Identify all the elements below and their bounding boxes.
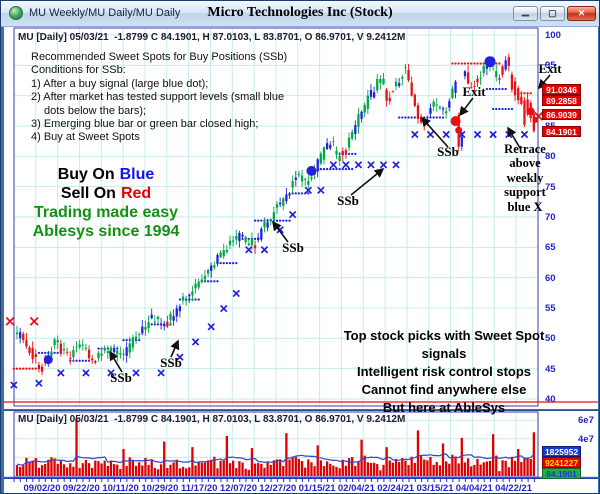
promo-block: Buy On Blue Sell On Red Trading made easy … <box>32 165 180 241</box>
conditions-line: dots below the bars); <box>44 104 147 117</box>
y-axis-label: 100 <box>545 30 561 41</box>
ssb-label: SSb <box>282 240 304 255</box>
x-axis-date-label: 02/04/21 <box>337 483 375 494</box>
y-axis-label: 65 <box>545 242 556 254</box>
x-axis-ticks <box>13 479 535 482</box>
ssb-label: SSb <box>437 144 459 159</box>
x-axis-date-label: 04/04/21 <box>455 483 493 494</box>
x-axis-date-label: 03/15/21 <box>416 483 454 494</box>
y-axis-label: 75 <box>545 181 556 193</box>
y-axis-label: 55 <box>545 303 556 314</box>
promo-sell-line: Sell On Red <box>60 185 152 202</box>
conditions-note: Recommended Sweet Spots for Buy Position… <box>31 51 321 145</box>
price-tag: 89.2858 <box>542 95 581 106</box>
exit-label: Exit <box>538 61 562 76</box>
x-axis-date-label: 04/22/21 <box>495 483 533 494</box>
close-button[interactable]: ✕ <box>567 6 596 21</box>
exit-label: Exit <box>462 84 486 99</box>
volume-axis-label: 4e7 <box>578 433 594 445</box>
minimize-icon: ▁ <box>522 6 529 16</box>
retrace-note: Retrace above weekly support blue X <box>504 142 546 214</box>
price-tag: 86.9039 <box>542 109 581 120</box>
conditions-line: Conditions for SSb: <box>31 64 126 77</box>
y-axis-label: 45 <box>545 363 556 375</box>
x-axis-date-label: 02/24/21 <box>377 483 415 494</box>
conditions-line: 4) Buy at Sweet Spots <box>31 131 140 144</box>
close-price-tag: 84.1901 <box>542 468 581 479</box>
quote-header: MU [Daily] 05/03/21 -1.8799 C 84.1901, H… <box>18 32 406 43</box>
app-icon <box>9 6 23 20</box>
maximize-icon: ▢ <box>548 8 557 18</box>
y-axis-label: 80 <box>545 151 556 163</box>
ssb-label: SSb <box>110 370 132 385</box>
x-axis-date-label: 09/02/20 <box>23 483 61 494</box>
title-bar[interactable]: MU Weekly/MU Daily/MU Daily Micro Techno… <box>1 1 599 27</box>
volume-chart-panel: MU [Daily] 05/03/21 -1.8799 C 84.1901, H… <box>4 410 598 479</box>
ssb-label: SSb <box>337 193 359 208</box>
x-axis-date-label: 11/17/20 <box>180 483 218 494</box>
y-axis-label: 60 <box>545 272 556 284</box>
ssb-label: SSb <box>160 355 182 370</box>
y-axis-label: 70 <box>545 212 556 223</box>
price-chart-canvas[interactable] <box>4 27 598 409</box>
marketing-block: Top stock picks with Sweet Spot signals … <box>343 328 545 415</box>
x-axis-date-label: 10/11/20 <box>102 483 139 494</box>
promo-tagline: Trading made easy <box>33 204 179 221</box>
price-chart-panel: MU [Daily] 05/03/21 -1.8799 C 84.1901, H… <box>4 27 598 415</box>
price-tag-last: 84.1901 <box>542 125 581 137</box>
x-axis: 09/02/20 09/22/20 10/11/20 10/29/20 11/17/20… <box>4 478 598 494</box>
price-tag: 91.0346 <box>542 84 581 95</box>
x-axis-date-label: 12/07/20 <box>220 483 257 494</box>
conditions-line: Recommended Sweet Spots for Buy Position… <box>31 51 288 63</box>
y-axis-label: 40 <box>545 394 556 405</box>
y-axis-label: 95 <box>545 60 556 72</box>
volume-axis-label: 6e7 <box>578 415 594 427</box>
volume-chart-canvas[interactable] <box>4 411 598 479</box>
conditions-line: 1) After a buy signal (large blue dot); <box>31 77 209 90</box>
x-axis-date-label: 09/22/20 <box>62 483 100 494</box>
promo-brand: Ablesys since 1994 <box>32 223 180 240</box>
conditions-line: 2) After market has tested support level… <box>31 91 285 104</box>
promo-buy-line: Buy On Blue <box>57 166 155 183</box>
chart-title: Micro Technologies Inc (Stock) <box>207 5 393 20</box>
window-title: MU Weekly/MU Daily/MU Daily <box>29 7 181 19</box>
y-axis-label: 50 <box>545 333 556 345</box>
x-axis-date-label: 10/29/20 <box>141 483 179 494</box>
x-axis-date-label: 12/27/20 <box>259 483 297 494</box>
volume-avg-tag: 1825952 <box>542 446 581 457</box>
volume-value-tag: 9241227 <box>542 457 581 468</box>
quote-header-volume: MU [Daily] 05/03/21 -1.8799 C 84.1901, H… <box>18 414 406 425</box>
maximize-button[interactable]: ▢ <box>540 6 565 21</box>
close-icon: ✕ <box>577 8 586 18</box>
x-axis-date-label: 01/15/21 <box>298 483 336 494</box>
minimize-button[interactable]: ▁ <box>513 6 538 21</box>
conditions-line: 3) Emerging blue bar or green bar closed… <box>31 118 259 131</box>
